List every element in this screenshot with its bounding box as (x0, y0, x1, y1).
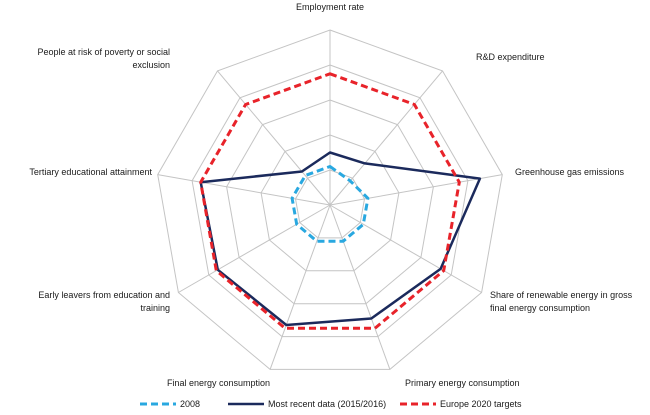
grid-spoke-7 (178, 204, 331, 293)
axis-label-greenhouse-gas-emissions: Greenhouse gas emissions (515, 167, 625, 177)
axis-label-primary-energy-consumption: Primary energy consumption (405, 378, 520, 388)
grid-spoke-8 (157, 174, 331, 206)
legend-label-2008: 2008 (180, 399, 200, 409)
grid-spoke-5 (329, 204, 391, 370)
axis-labels: Employment rate R&D expenditure Greenhouse… (29, 2, 632, 388)
grid-spoke-2 (329, 70, 443, 206)
grid-spoke-9 (217, 70, 331, 206)
legend-label-europe-2020-targets: Europe 2020 targets (440, 399, 522, 409)
axis-label-tertiary-educational-attainment: Tertiary educational attainment (29, 167, 152, 177)
legend: 2008 Most recent data (2015/2016) Europe 2… (140, 399, 522, 409)
radar-grid (157, 29, 503, 370)
grid-ring-4 (191, 64, 469, 338)
series-line-2008 (290, 165, 370, 243)
grid-spoke-3 (329, 174, 503, 206)
axis-label-r-d-expenditure: R&D expenditure (476, 52, 545, 62)
grid-ring-3 (226, 99, 434, 305)
grid-spoke-4 (329, 204, 482, 293)
axis-label-people-at-risk-of-poverty-or-social-exclusion: People at risk of poverty or social exclu… (37, 47, 170, 70)
axis-label-share-of-renewable-energy-in-gross-final-energy-consumption: Share of renewable energy in gross final … (490, 290, 633, 313)
axis-label-employment-rate: Employment rate (296, 2, 364, 12)
grid-ring-2 (260, 134, 400, 272)
series-line-most-recent-data-2015-2016 (199, 151, 482, 327)
series-line-europe-2020-targets (199, 72, 461, 330)
axis-label-final-energy-consumption: Final energy consumption (167, 378, 270, 388)
radar-series (199, 72, 482, 330)
legend-label-most-recent-data-2015-2016: Most recent data (2015/2016) (268, 399, 386, 409)
axis-label-early-leavers-from-education-and-training: Early leavers from education and training (38, 290, 170, 313)
grid-spoke-6 (269, 204, 331, 370)
grid-ring-5 (157, 29, 503, 370)
